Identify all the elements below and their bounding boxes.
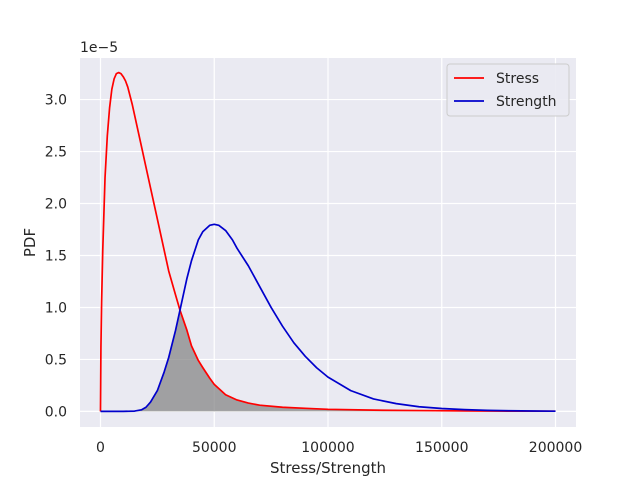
series-layer bbox=[99, 71, 556, 413]
y-tick-label: 2.5 bbox=[45, 145, 67, 161]
y-tick-label: 3.0 bbox=[45, 93, 67, 109]
y-tick-labels: 0.0 0.5 1.0 1.5 2.0 2.5 3.0 bbox=[45, 93, 67, 421]
series-line-strength bbox=[100, 223, 556, 413]
legend-label-stress: Stress bbox=[496, 71, 539, 87]
x-tick-label: 0 bbox=[96, 440, 105, 456]
y-tick-label: 1.0 bbox=[45, 300, 67, 316]
y-axis-label: PDF bbox=[21, 228, 39, 257]
x-tick-label: 200000 bbox=[529, 440, 582, 456]
legend: Stress Strength bbox=[446, 63, 570, 117]
y-tick-label: 0.5 bbox=[45, 352, 67, 368]
x-tick-label: 50000 bbox=[192, 440, 237, 456]
overlap-shaded-area bbox=[100, 310, 556, 412]
y-tick-label: 1.5 bbox=[45, 248, 67, 264]
legend-label-strength: Strength bbox=[496, 94, 557, 110]
x-tick-label: 150000 bbox=[415, 440, 468, 456]
y-scale-exponent-label: 1e−5 bbox=[80, 40, 118, 56]
x-axis-label: Stress/Strength bbox=[270, 459, 386, 477]
y-tick-label: 0.0 bbox=[45, 404, 67, 420]
grid bbox=[80, 58, 576, 427]
y-tick-label: 2.0 bbox=[45, 197, 67, 213]
x-tick-label: 100000 bbox=[301, 440, 354, 456]
legend-box bbox=[446, 63, 570, 117]
x-tick-labels: 0 50000 100000 150000 200000 bbox=[96, 440, 582, 456]
series-line-stress bbox=[99, 71, 556, 413]
